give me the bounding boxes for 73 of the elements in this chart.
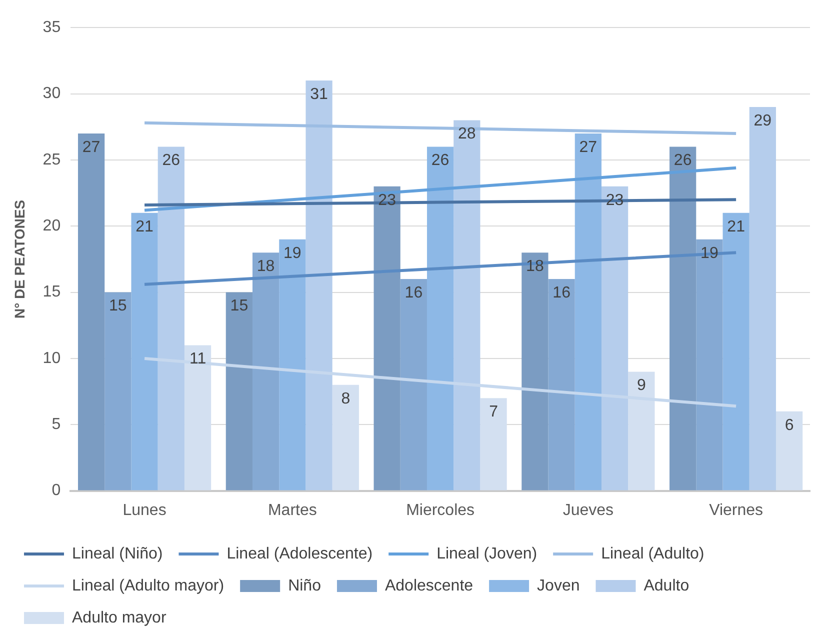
- bar: [184, 345, 212, 490]
- y-tick-label: 5: [52, 416, 61, 434]
- data-label: 19: [284, 244, 302, 262]
- bar: [252, 252, 280, 490]
- data-label: 27: [579, 138, 598, 156]
- legend-label: Joven: [537, 577, 580, 594]
- legend-label: Lineal (Adulto): [601, 545, 704, 562]
- data-label: 26: [674, 152, 692, 170]
- bar: [548, 279, 575, 490]
- bar: [78, 133, 105, 490]
- data-label: 27: [82, 138, 100, 156]
- legend-label: Lineal (Adolescente): [226, 545, 373, 562]
- y-tick-label: 25: [42, 151, 61, 168]
- bar: [722, 212, 750, 490]
- data-label: 29: [754, 112, 772, 130]
- bar: [522, 252, 548, 490]
- legend-label: Adolescente: [384, 577, 474, 594]
- data-label: 26: [431, 152, 450, 170]
- data-label: 31: [310, 86, 328, 103]
- y-axis-title: N° DE PEATONES: [11, 200, 28, 319]
- x-tick-label: Lunes: [122, 502, 166, 519]
- bar: [670, 146, 696, 490]
- y-tick-label: 30: [42, 85, 61, 102]
- bar: [480, 398, 507, 490]
- data-label: 7: [489, 404, 498, 421]
- bar: [332, 384, 359, 490]
- data-label: 19: [700, 244, 718, 262]
- bar: [400, 279, 427, 490]
- y-tick-label: 10: [42, 350, 61, 367]
- legend-label: Lineal (Niño): [72, 545, 163, 562]
- data-label: 9: [636, 377, 646, 394]
- y-tick-label: 15: [42, 284, 61, 301]
- legend-label: Niño: [288, 577, 322, 594]
- bar: [454, 120, 480, 490]
- y-tick-label: 35: [42, 19, 61, 36]
- data-label: 6: [784, 416, 794, 434]
- data-label: 15: [109, 298, 127, 315]
- data-label: 11: [189, 350, 206, 368]
- x-tick-label: Jueves: [562, 502, 614, 519]
- y-tick-label: 20: [42, 218, 61, 235]
- data-label: 26: [162, 152, 180, 170]
- data-label: 16: [552, 284, 571, 302]
- y-tick-label: 0: [52, 482, 61, 500]
- legend-label: Adulto: [644, 577, 690, 594]
- legend-label: Lineal (Adulto mayor): [72, 577, 224, 594]
- bar: [104, 292, 132, 490]
- bar: [628, 372, 655, 490]
- bar: [131, 212, 158, 490]
- bar: [696, 239, 723, 490]
- bar: [776, 411, 803, 490]
- bar: [306, 80, 332, 490]
- data-label: 23: [378, 192, 396, 209]
- bar: [279, 239, 306, 490]
- bar: [158, 146, 184, 490]
- x-tick-label: Viernes: [709, 502, 764, 519]
- bar: [426, 146, 454, 490]
- bar: [574, 133, 602, 490]
- data-label: 15: [230, 298, 248, 315]
- legend-label: Lineal (Joven): [436, 545, 538, 562]
- data-label: 8: [341, 390, 350, 408]
- bar: [749, 107, 776, 490]
- data-label: 28: [458, 126, 476, 143]
- legend-label: Adulto mayor: [72, 609, 167, 626]
- data-label: 16: [404, 284, 423, 302]
- bar: [601, 186, 628, 490]
- data-label: 18: [256, 258, 275, 275]
- data-label: 21: [136, 218, 154, 236]
- x-tick-label: Martes: [268, 502, 317, 519]
- bar: [374, 186, 400, 490]
- data-label: 18: [526, 258, 544, 275]
- bar: [226, 292, 252, 490]
- x-tick-label: Miercoles: [406, 502, 475, 519]
- data-label: 21: [727, 218, 746, 236]
